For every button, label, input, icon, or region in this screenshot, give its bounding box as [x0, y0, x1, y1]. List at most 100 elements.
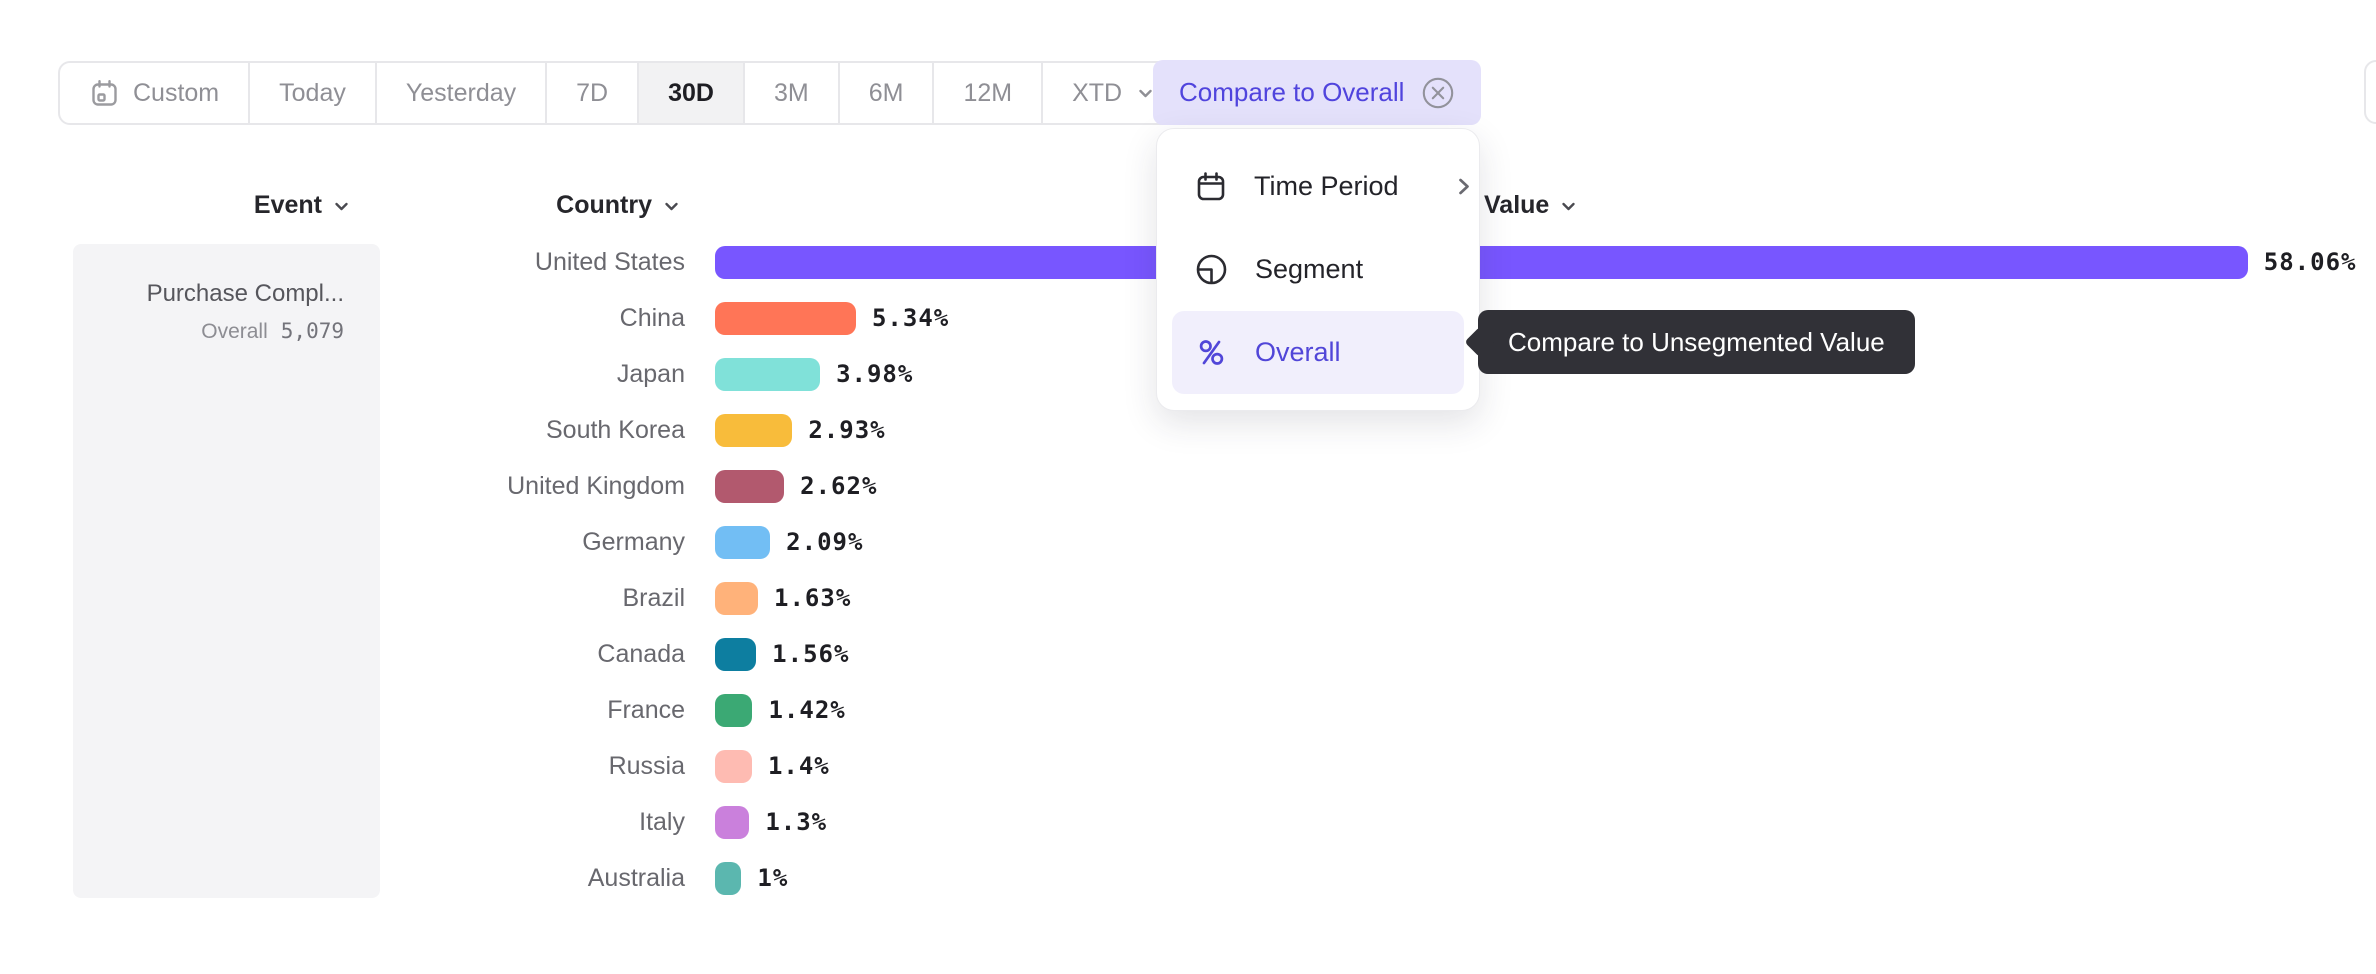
chevron-down-icon — [1562, 202, 1576, 211]
menu-item-label: Time Period — [1254, 171, 1399, 201]
remove-compare-icon[interactable] — [1421, 76, 1455, 110]
country-label: Russia — [608, 751, 685, 780]
time-range-label: Today — [279, 78, 346, 107]
time-range-label: Custom — [133, 78, 220, 107]
value-label: 1% — [757, 864, 789, 892]
compare-to-overall-chip[interactable]: Compare to Overall — [1153, 60, 1482, 125]
chevron-down-icon — [1139, 89, 1152, 97]
value-label: 1.3% — [765, 808, 828, 836]
country-label: Canada — [597, 639, 685, 668]
country-bar[interactable] — [715, 861, 742, 895]
country-bar[interactable] — [715, 469, 785, 503]
time-range-label: 3M — [773, 78, 809, 107]
time-range-button-30d[interactable]: 30D — [637, 63, 743, 123]
time-range-label: XTD — [1072, 78, 1123, 107]
chart-row: Italy 1.3% — [0, 794, 2376, 850]
value-label: 1.42% — [768, 696, 846, 724]
country-bar[interactable] — [715, 357, 821, 391]
chart-row: Japan 3.98% — [0, 346, 2376, 402]
chevron-down-icon — [335, 202, 348, 211]
time-range-button-7d[interactable]: 7D — [545, 63, 637, 123]
country-bar[interactable] — [715, 245, 2248, 279]
value-label: 58.06% — [2263, 248, 2357, 276]
chart-row: China 5.34% — [0, 290, 2376, 346]
column-header-event[interactable]: Event — [148, 189, 352, 221]
menu-item-time-period[interactable]: Time Period — [1172, 145, 1469, 228]
segment-icon — [1196, 254, 1227, 285]
country-bar[interactable] — [715, 581, 759, 615]
value-label: 2.93% — [808, 416, 886, 444]
time-range-button-3m[interactable]: 3M — [742, 63, 838, 123]
overall-label: Overall — [201, 320, 268, 343]
time-range-button-6m[interactable]: 6M — [837, 63, 933, 123]
compare-chip-label: Compare to Overall — [1179, 77, 1405, 107]
chart-row: France 1.42% — [0, 682, 2376, 738]
overall-count: 5,079 — [280, 319, 344, 343]
time-range-button-xtd[interactable]: XTD — [1041, 63, 1185, 123]
country-bar[interactable] — [715, 805, 750, 839]
country-bar[interactable] — [715, 749, 752, 783]
time-range-label: 30D — [668, 78, 714, 107]
chart-row: South Korea 2.93% — [0, 402, 2376, 458]
country-label: United Kingdom — [507, 471, 685, 500]
value-header-label: Value — [1484, 190, 1550, 219]
time-range-label: 7D — [576, 78, 609, 107]
circle-x-icon — [1423, 77, 1454, 108]
value-label: 5.34% — [871, 304, 950, 332]
menu-item-overall[interactable]: Overall — [1172, 311, 1464, 394]
percent-icon — [1199, 340, 1224, 365]
clipped-edge-button[interactable] — [2364, 60, 2376, 124]
bar-chart: United States 58.06% China 5.34% Japan 3… — [0, 234, 2376, 906]
chart-row: United States 58.06% — [0, 234, 2376, 290]
event-title: Purchase Compl... — [146, 280, 344, 307]
value-label: 1.4% — [767, 752, 830, 780]
time-range-button-yesterday[interactable]: Yesterday — [374, 63, 545, 123]
chart-row: Russia 1.4% — [0, 738, 2376, 794]
column-header-value[interactable]: Value — [1484, 189, 1579, 221]
value-label: 1.56% — [772, 640, 850, 668]
compare-tooltip: Compare to Unsegmented Value — [1464, 310, 1915, 374]
chart-row: Australia 1% — [0, 850, 2376, 906]
calendar-plain-icon — [1197, 171, 1225, 200]
country-label: France — [607, 695, 685, 724]
menu-item-label: Segment — [1255, 254, 1364, 284]
country-bar[interactable] — [715, 637, 757, 671]
value-label: 3.98% — [836, 360, 914, 388]
country-label: Japan — [616, 359, 685, 388]
country-label: Brazil — [622, 583, 685, 612]
chart-row: United Kingdom 2.62% — [0, 458, 2376, 514]
country-label: Australia — [587, 863, 685, 892]
value-label: 2.62% — [800, 472, 878, 500]
column-header-country[interactable]: Country — [478, 189, 682, 221]
country-bar[interactable] — [715, 301, 856, 335]
chevron-down-icon — [661, 193, 682, 217]
value-label: 1.63% — [774, 584, 852, 612]
time-range-button-today[interactable]: Today — [248, 63, 375, 123]
chevron-down-icon — [331, 193, 352, 217]
event-card[interactable]: Purchase Compl... Overall 5,079 — [73, 244, 380, 898]
time-range-label: Yesterday — [405, 78, 517, 107]
country-bar[interactable] — [715, 525, 771, 559]
event-header-label: Event — [253, 190, 322, 219]
country-header-label: Country — [556, 190, 652, 219]
menu-item-segment[interactable]: Segment — [1172, 228, 1464, 311]
chart-row: Germany 2.09% — [0, 514, 2376, 570]
value-label: 2.09% — [786, 528, 864, 556]
chevron-down-icon — [665, 202, 678, 211]
time-range-button-12m[interactable]: 12M — [932, 63, 1041, 123]
chart-row: Canada 1.56% — [0, 626, 2376, 682]
country-bar[interactable] — [715, 693, 753, 727]
country-label: Italy — [639, 807, 685, 836]
country-label: Germany — [582, 527, 685, 556]
country-label: United States — [534, 247, 685, 276]
time-range-toolbar: Custom Today Yesterday 7D 30D 3M 6M 12M XTD — [58, 61, 1188, 125]
country-bar[interactable] — [715, 413, 793, 447]
chevron-down-icon — [1558, 193, 1579, 217]
country-label: South Korea — [546, 415, 685, 444]
compare-dropdown-menu: Time Period Segment Overall — [1156, 128, 1480, 411]
tooltip-text: Compare to Unsegmented Value — [1508, 326, 1885, 357]
calendar-icon — [92, 79, 117, 106]
menu-item-label: Overall — [1255, 337, 1341, 367]
time-range-button-custom[interactable]: Custom — [60, 63, 248, 123]
time-range-label: 6M — [868, 78, 904, 107]
